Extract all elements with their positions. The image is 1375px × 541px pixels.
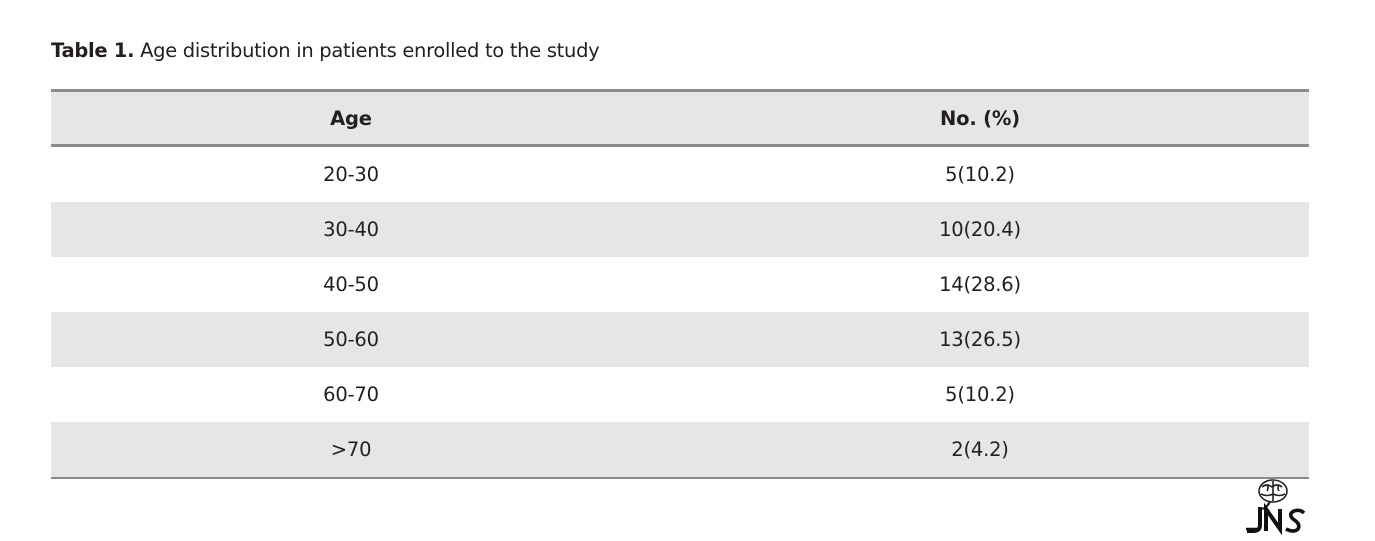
table-header-row: Age No. (%) — [51, 90, 1309, 146]
header-age: Age — [330, 106, 372, 130]
cell-age: 50-60 — [323, 328, 379, 351]
table-caption: Table 1. Age distribution in patients en… — [51, 39, 600, 62]
table-row: 30-40 10(20.4) — [51, 202, 1309, 257]
table-caption-label: Table 1. — [51, 39, 135, 62]
header-count-percent: No. (%) — [940, 106, 1020, 130]
table-row: 50-60 13(26.5) — [51, 312, 1309, 367]
cell-age: 20-30 — [323, 163, 379, 186]
age-distribution-table: Age No. (%) 20-30 5(10.2) 30-40 10(20.4)… — [51, 89, 1309, 479]
table-caption-text: Age distribution in patients enrolled to… — [140, 39, 600, 62]
table-row: 60-70 5(10.2) — [51, 367, 1309, 422]
table-row: 40-50 14(28.6) — [51, 257, 1309, 312]
cell-count-percent: 2(4.2) — [951, 438, 1009, 461]
cell-count-percent: 13(26.5) — [939, 328, 1021, 351]
cell-age: 60-70 — [323, 383, 379, 406]
cell-count-percent: 10(20.4) — [939, 218, 1021, 241]
brain-logo-icon — [1258, 479, 1288, 511]
table-row: 20-30 5(10.2) — [51, 146, 1309, 203]
cell-age: >70 — [330, 438, 372, 461]
cell-age: 40-50 — [323, 273, 379, 296]
jns-logo-text — [1246, 502, 1306, 536]
cell-age: 30-40 — [323, 218, 379, 241]
cell-count-percent: 14(28.6) — [939, 273, 1021, 296]
cell-count-percent: 5(10.2) — [945, 383, 1015, 406]
journal-logo — [1246, 479, 1306, 536]
cell-count-percent: 5(10.2) — [945, 163, 1015, 186]
table-row: >70 2(4.2) — [51, 422, 1309, 478]
